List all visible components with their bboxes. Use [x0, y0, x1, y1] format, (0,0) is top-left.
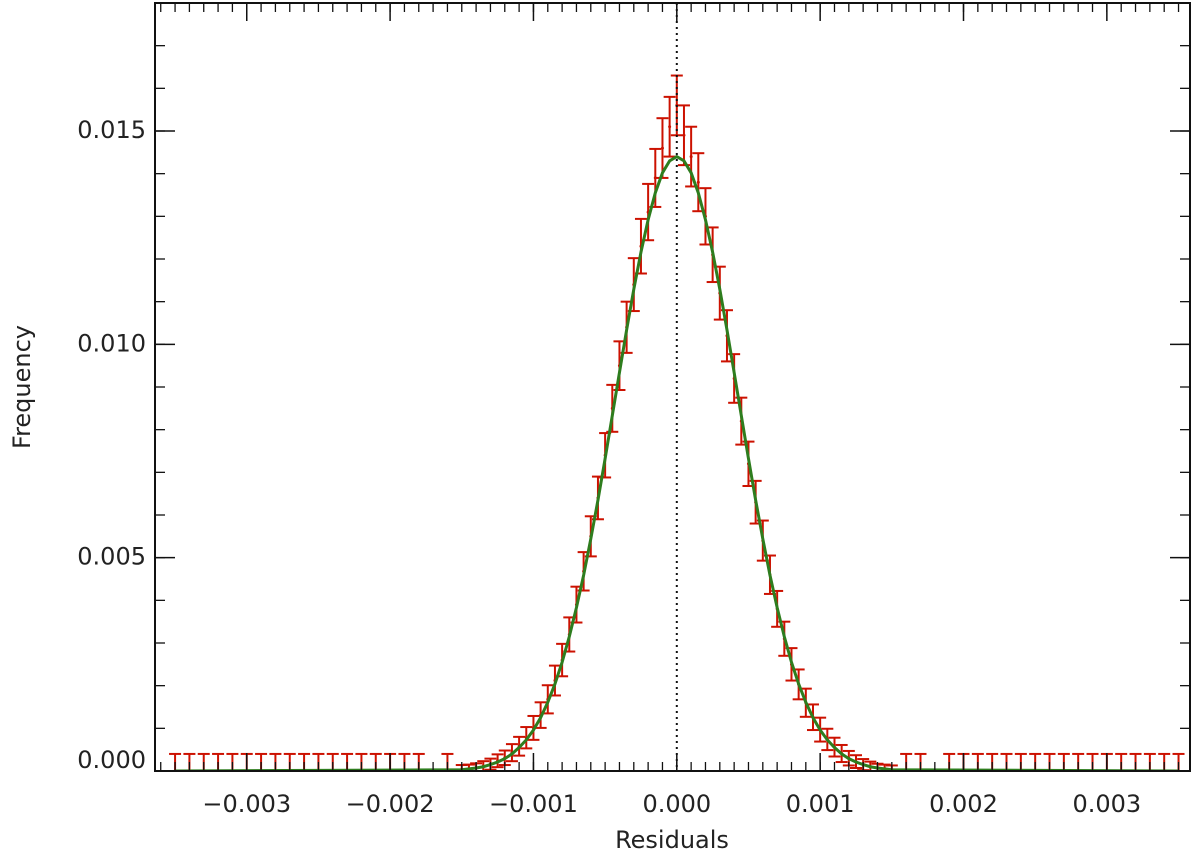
x-tick-label: −0.002 [346, 790, 435, 818]
x-tick-label: 0.001 [786, 790, 855, 818]
fit-line [175, 154, 1179, 771]
y-tick-label: 0.010 [77, 329, 146, 357]
plot-area [169, 74, 1185, 771]
x-axis-label: Residuals [615, 826, 729, 854]
y-axis-label: Frequency [8, 325, 36, 449]
y-tick-label: 0.000 [77, 746, 146, 774]
data-point [696, 180, 700, 184]
y-tick-label: 0.005 [77, 543, 146, 571]
data-point [682, 133, 686, 137]
data-point [668, 125, 672, 129]
x-tick-label: 0.002 [929, 790, 998, 818]
data-point [689, 155, 693, 159]
x-tick-label: −0.001 [489, 790, 578, 818]
y-tick-label: 0.015 [77, 116, 146, 144]
x-tick-label: 0.003 [1072, 790, 1141, 818]
data-point [653, 176, 657, 180]
x-tick-label: 0.000 [642, 790, 711, 818]
x-tick-label: −0.003 [202, 790, 291, 818]
data-point [660, 146, 664, 150]
plot-frame [154, 2, 1191, 772]
